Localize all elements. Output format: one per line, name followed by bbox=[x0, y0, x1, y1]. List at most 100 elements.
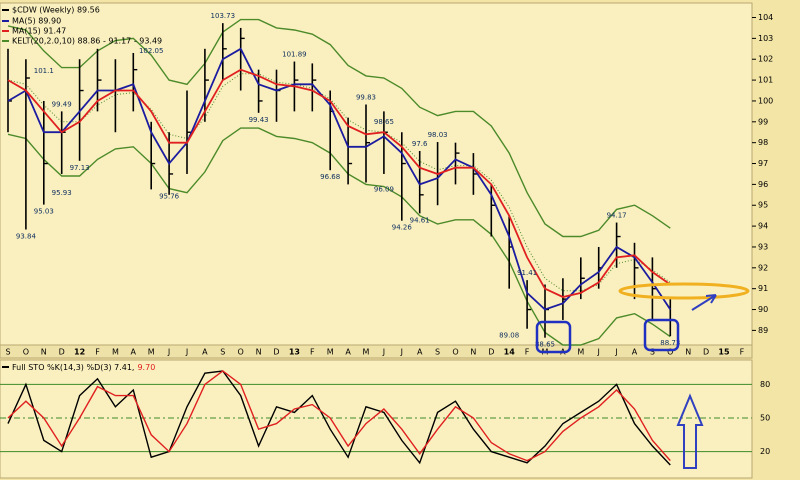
stochastic-line bbox=[7, 370, 671, 462]
x-tick-label: 15 bbox=[718, 348, 730, 357]
y-tick-label: 93 bbox=[758, 242, 768, 251]
sto-panel bbox=[0, 359, 753, 479]
price-annotation: 96.09 bbox=[374, 186, 394, 194]
price-annotation: 94.61 bbox=[410, 216, 430, 224]
stochastic-line bbox=[7, 370, 671, 466]
price-annotation: 98.03 bbox=[428, 131, 448, 139]
x-tick-label: N bbox=[470, 348, 476, 357]
x-tick-label: A bbox=[345, 348, 351, 357]
x-tick-label: S bbox=[5, 348, 10, 357]
x-tick-label: F bbox=[95, 348, 100, 357]
panel-title-text: Full STO %K(14,3) %D(3) 7.41, bbox=[12, 363, 134, 372]
price-annotation: 101.89 bbox=[282, 51, 307, 59]
x-tick-label: M bbox=[363, 348, 370, 357]
price-annotation: 99.43 bbox=[249, 116, 269, 124]
y-tick-label: 96 bbox=[758, 180, 768, 189]
x-tick-label: S bbox=[435, 348, 440, 357]
plot-layer: 89 90 91 92 93 94 95 96 97 98 99 100 101 102 103 104 S O N… bbox=[0, 6, 773, 466]
x-tick-label: F bbox=[310, 348, 315, 357]
highlight-box bbox=[643, 318, 680, 352]
legend-label: MA(5) 89.90 bbox=[12, 17, 61, 26]
price-annotation: 91.41 bbox=[517, 269, 537, 277]
price-annotation: 97.13 bbox=[70, 164, 90, 172]
x-tick-label: D bbox=[703, 348, 709, 357]
price-annotation: 94.17 bbox=[607, 212, 627, 220]
price-annotation: 101.1 bbox=[34, 67, 54, 75]
y-tick-label: 98 bbox=[758, 138, 768, 147]
price-annotation: 99.83 bbox=[356, 93, 376, 101]
x-tick-label: J bbox=[597, 348, 600, 357]
y-tick-label: 103 bbox=[758, 34, 773, 43]
x-tick-label: F bbox=[740, 348, 745, 357]
y-tick-label: 92 bbox=[758, 263, 768, 272]
x-tick-label: D bbox=[488, 348, 494, 357]
x-tick-label: A bbox=[131, 348, 137, 357]
x-tick-label: O bbox=[452, 348, 458, 357]
price-panel bbox=[0, 2, 753, 346]
price-annotation: 95.03 bbox=[34, 208, 54, 216]
x-tick-label: M bbox=[112, 348, 119, 357]
kelt-lower bbox=[7, 127, 671, 346]
y-tick-label: 101 bbox=[758, 76, 773, 85]
x-tick-label: J bbox=[400, 348, 403, 357]
x-tick-label: 13 bbox=[289, 348, 300, 357]
chart-title: $CDW (Weekly) 89.56 bbox=[12, 6, 100, 15]
price-annotation: 98.65 bbox=[374, 118, 394, 126]
y-tick-label: 89 bbox=[758, 326, 768, 335]
x-tick-label: J bbox=[167, 348, 170, 357]
price-annotation: 93.84 bbox=[16, 232, 37, 240]
x-tick-label: N bbox=[685, 348, 691, 357]
price-annotation: 89.08 bbox=[499, 332, 519, 340]
arrow bbox=[691, 294, 717, 311]
legend-label: KELT(20,2.0,10) 88.86 - 91.17 - 93.49 bbox=[12, 37, 162, 46]
y-tick-label: 97 bbox=[758, 159, 768, 168]
x-tick-label: D bbox=[273, 348, 279, 357]
x-tick-label: O bbox=[23, 348, 29, 357]
y-tick-label: 104 bbox=[758, 13, 773, 22]
price-annotation: 88.65 bbox=[535, 341, 555, 349]
y-tick-label: 80 bbox=[760, 380, 770, 389]
y-tick-label: 94 bbox=[758, 222, 768, 231]
x-tick-label: F bbox=[525, 348, 530, 357]
x-tick-label: 14 bbox=[504, 348, 516, 357]
price-annotation: 95.76 bbox=[159, 192, 180, 200]
price-annotation: 97.6 bbox=[412, 140, 428, 148]
x-tick-label: J bbox=[614, 348, 617, 357]
panel-title: Full STO %K(14,3) %D(3) 7.41, 9.70 bbox=[12, 363, 155, 372]
y-tick-label: 100 bbox=[758, 96, 773, 105]
x-tick-label: N bbox=[41, 348, 47, 357]
price-annotation: 88.73 bbox=[660, 339, 680, 347]
price-annotation: 102.05 bbox=[139, 47, 164, 55]
y-tick-label: 95 bbox=[758, 201, 768, 210]
x-tick-label: 12 bbox=[74, 348, 85, 357]
x-tick-label: D bbox=[59, 348, 65, 357]
y-tick-label: 90 bbox=[758, 305, 768, 314]
x-tick-label: J bbox=[185, 348, 188, 357]
moving-average bbox=[7, 47, 672, 311]
x-tick-label: O bbox=[667, 348, 673, 357]
highlight-box bbox=[535, 320, 572, 354]
x-tick-label: M bbox=[148, 348, 155, 357]
price-annotation: 94.26 bbox=[392, 224, 413, 232]
highlight-ellipse bbox=[618, 282, 750, 300]
y-tick-label: 50 bbox=[760, 414, 770, 423]
panel-title-reading: 9.70 bbox=[137, 363, 155, 372]
x-tick-label: S bbox=[650, 348, 655, 357]
price-annotation: 99.49 bbox=[52, 101, 72, 109]
legend-label: MA(15) 91.47 bbox=[12, 27, 66, 36]
x-tick-label: M bbox=[327, 348, 334, 357]
arrow bbox=[676, 393, 704, 469]
moving-average bbox=[7, 68, 671, 298]
price-annotation: 95.93 bbox=[52, 189, 72, 197]
x-tick-label: A bbox=[417, 348, 423, 357]
x-tick-label: A bbox=[632, 348, 638, 357]
time-axis bbox=[0, 344, 753, 359]
x-tick-label: J bbox=[382, 348, 385, 357]
x-tick-label: O bbox=[238, 348, 244, 357]
y-tick-label: 91 bbox=[758, 284, 768, 293]
x-tick-label: A bbox=[202, 348, 208, 357]
y-tick-label: 102 bbox=[758, 55, 773, 64]
price-annotation: 103.73 bbox=[211, 12, 236, 20]
